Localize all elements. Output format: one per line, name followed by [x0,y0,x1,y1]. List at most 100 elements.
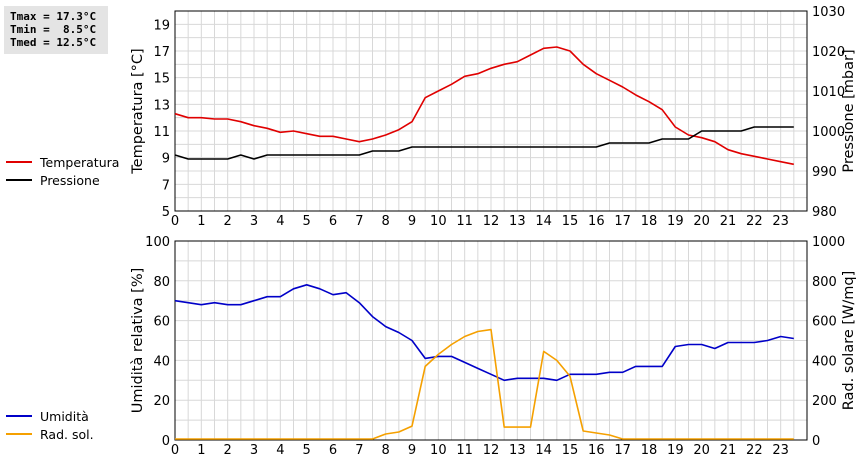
x-tick-label: 5 [303,214,311,229]
y-tick-label-left: 0 [162,434,170,449]
y-tick-label-right: 1020 [812,45,845,60]
x-tick-label: 14 [535,214,552,229]
x-tick-label: 9 [408,443,416,458]
series-line-pressione [174,126,794,160]
y-tick-label-left: 100 [145,235,170,250]
x-tick-label: 7 [355,443,363,458]
x-tick-label: 1 [197,214,205,229]
legend-bottom: Umidità Rad. sol. [6,407,94,443]
series-line-temperatura [174,46,794,166]
x-tick-label: 0 [171,214,179,229]
x-tick-label: 0 [171,443,179,458]
y-tick-label-left: 7 [162,178,170,193]
y-tick-label-right: 990 [812,165,837,180]
x-tick-label: 22 [746,443,763,458]
legend-item-umidita: Umidità [6,407,94,425]
x-tick-label: 20 [693,214,710,229]
x-tick-label: 6 [329,443,337,458]
y-tick-label-left: 19 [153,18,170,33]
y-tick-label-left: 11 [153,125,170,140]
chart-panel-top: 0 1 2 3 4 5 6 7 8 9 10 11 12 13 14 15 16 17 18 19 20 21 22 2357… [130,5,857,229]
tmed-stat: Tmed = 12.5°C [10,36,97,49]
y-axis-label-left: Umidità relativa [%] [130,268,146,414]
y-tick-label-right: 200 [812,394,837,409]
x-tick-label: 15 [562,214,579,229]
x-tick-label: 12 [483,214,500,229]
x-tick-label: 10 [430,214,447,229]
y-tick-label-left: 80 [153,275,170,290]
y-tick-label-left: 17 [153,45,170,60]
legend-label-temperatura: Temperatura [40,154,120,170]
x-tick-label: 21 [720,214,737,229]
x-tick-label: 12 [483,443,500,458]
y-tick-label-left: 15 [153,72,170,87]
y-axis-label-right: Pressione [mbar] [841,49,857,172]
x-tick-label: 17 [614,443,631,458]
legend-swatch-temperatura [6,161,32,163]
legend-top: Temperatura Pressione [6,153,119,189]
y-tick-label-right: 400 [812,354,837,369]
legend-swatch-pressione [6,179,32,181]
x-tick-label: 10 [430,443,447,458]
legend-swatch-umidita [6,415,32,417]
x-tick-label: 13 [509,443,526,458]
x-tick-label: 7 [355,214,363,229]
y-tick-label-left: 9 [162,152,170,167]
tmax-stat: Tmax = 17.3°C [10,10,97,23]
x-tick-label: 4 [276,214,284,229]
x-tick-label: 19 [667,443,684,458]
y-tick-label-right: 800 [812,275,837,290]
legend-item-pressione: Pressione [6,171,119,189]
y-tick-label-right: 0 [812,434,820,449]
x-tick-label: 8 [382,443,390,458]
y-tick-label-right: 1030 [812,5,845,20]
y-tick-label-left: 5 [162,205,170,220]
legend-item-rad-sol: Rad. sol. [6,425,94,443]
y-tick-label-left: 60 [153,315,170,330]
series-line-rad-sol [175,328,794,440]
y-tick-label-right: 980 [812,205,837,220]
series-line-umidit [174,283,794,382]
x-tick-label: 20 [693,443,710,458]
x-tick-label: 17 [614,214,631,229]
tmin-stat: Tmin = 8.5°C [10,23,97,36]
x-tick-label: 23 [772,214,789,229]
y-tick-label-left: 40 [153,354,170,369]
x-tick-label: 2 [224,214,232,229]
plot-frame [174,10,808,212]
x-tick-label: 19 [667,214,684,229]
legend-label-rad-sol: Rad. sol. [40,426,94,442]
x-tick-label: 16 [588,443,605,458]
x-tick-label: 23 [772,443,789,458]
x-tick-label: 1 [197,443,205,458]
x-tick-label: 13 [509,214,526,229]
plot-frame [174,240,808,441]
y-tick-label-left: 13 [153,98,170,113]
x-tick-label: 2 [224,443,232,458]
legend-item-temperatura: Temperatura [6,153,119,171]
y-tick-label-left: 20 [153,394,170,409]
x-tick-label: 21 [720,443,737,458]
legend-swatch-rad-sol [6,433,32,435]
x-tick-label: 6 [329,214,337,229]
y-tick-label-right: 1010 [812,85,845,100]
x-tick-label: 16 [588,214,605,229]
x-tick-label: 4 [276,443,284,458]
chart-panel-bottom: 0 1 2 3 4 5 6 7 8 9 10 11 12 13 14 15 16 17 18 19 20 21 22 2302… [130,235,857,458]
x-tick-label: 9 [408,214,416,229]
x-tick-label: 18 [641,214,658,229]
x-tick-label: 18 [641,443,658,458]
y-tick-label-right: 1000 [812,125,845,140]
legend-label-umidita: Umidità [40,408,89,424]
x-tick-label: 3 [250,214,258,229]
y-tick-label-right: 1000 [812,235,845,250]
x-tick-label: 3 [250,443,258,458]
x-tick-label: 15 [562,443,579,458]
x-tick-label: 22 [746,214,763,229]
y-axis-label-left: Temperatura [°C] [130,48,146,174]
y-axis-label-right: Rad. solare [W/mq] [841,271,857,410]
x-tick-label: 5 [303,443,311,458]
x-tick-label: 11 [456,443,473,458]
legend-label-pressione: Pressione [40,172,100,188]
